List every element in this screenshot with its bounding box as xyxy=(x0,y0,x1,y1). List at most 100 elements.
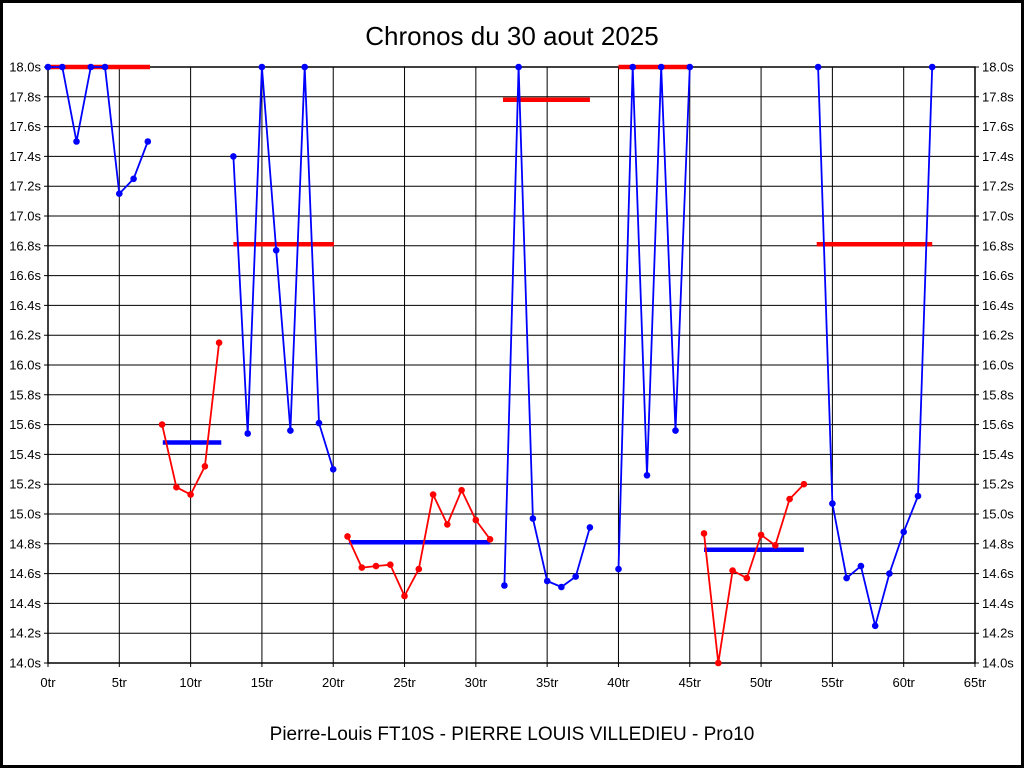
x-tick-label: 30tr xyxy=(465,675,488,690)
stint-3-point xyxy=(329,466,337,473)
stint-2-point xyxy=(173,483,180,491)
stint-6-point xyxy=(657,63,665,71)
stint-8-line xyxy=(817,66,934,627)
stint-7-line xyxy=(703,483,805,664)
y-tick-label-left: 17.6s xyxy=(9,119,41,134)
x-tick-label: 55tr xyxy=(821,675,844,690)
stint-1-point xyxy=(87,63,95,71)
y-tick-label-right: 15.6s xyxy=(982,417,1014,432)
stint-3-point xyxy=(230,153,237,160)
chart-subtitle: Pierre-Louis FT10S - PIERRE LOUIS VILLED… xyxy=(270,724,755,745)
x-tick-label: 40tr xyxy=(607,675,630,690)
stint-7-point xyxy=(757,531,765,539)
stint-1-point xyxy=(116,190,123,197)
x-tick-label: 50tr xyxy=(750,675,773,690)
stint-8-point xyxy=(914,492,922,500)
grid-lines xyxy=(44,66,979,667)
stint-7-point xyxy=(772,542,779,549)
stint-2-point xyxy=(158,421,166,428)
stint-5-point xyxy=(558,583,565,591)
average-lines xyxy=(48,64,933,553)
y-tick-label-left: 15.2s xyxy=(9,477,41,492)
stint-2-point xyxy=(201,463,209,470)
stint-7-point xyxy=(786,495,793,503)
x-tick-label: 65tr xyxy=(964,675,987,690)
y-tick-label-right: 15.8s xyxy=(982,387,1014,402)
stint-3-point xyxy=(301,63,309,71)
x-tick-label: 25tr xyxy=(393,675,416,690)
stint-5-point xyxy=(529,515,537,522)
x-tick-label: 35tr xyxy=(536,675,559,690)
y-tick-label-right: 14.6s xyxy=(982,566,1014,581)
stint-3-point xyxy=(272,247,280,254)
stint-6-line xyxy=(617,66,691,570)
x-tick-label: 0tr xyxy=(40,675,56,690)
x-tick-label: 5tr xyxy=(112,675,128,690)
stint-3-point xyxy=(287,427,294,434)
x-tick-label: 15tr xyxy=(251,675,274,690)
stint-7-point xyxy=(743,574,751,582)
y-tick-label-right: 16.6s xyxy=(982,268,1014,283)
stint-1-point xyxy=(44,63,52,71)
y-tick-label-left: 16.6s xyxy=(9,268,41,283)
y-tick-label-left: 15.6s xyxy=(9,417,41,432)
stint-3-point xyxy=(315,419,323,427)
y-tick-label-right: 15.0s xyxy=(982,507,1014,522)
stint-5-point xyxy=(543,577,551,585)
stint-6-point xyxy=(643,472,651,479)
stint-3-line xyxy=(232,66,335,470)
plot-border xyxy=(47,66,976,664)
stint-5-point xyxy=(515,63,522,71)
y-tick-label-right: 14.0s xyxy=(982,656,1014,671)
y-tick-label-right: 16.0s xyxy=(982,358,1014,373)
y-tick-label-right: 16.8s xyxy=(982,238,1014,253)
y-tick-label-right: 16.2s xyxy=(982,328,1014,343)
y-tick-label-right: 17.6s xyxy=(982,119,1014,134)
y-tick-label-right: 15.2s xyxy=(982,477,1014,492)
series-points xyxy=(44,63,936,667)
stint-4-point xyxy=(358,564,366,571)
y-tick-label-left: 16.4s xyxy=(9,298,41,313)
stint-3-point xyxy=(258,63,266,71)
y-tick-label-left: 14.2s xyxy=(9,626,41,641)
y-tick-label-right: 17.2s xyxy=(982,179,1014,194)
y-tick-label-left: 17.4s xyxy=(9,149,41,164)
stint-8-point xyxy=(928,63,936,71)
y-tick-label-right: 18.0s xyxy=(982,60,1014,75)
stint-1-point xyxy=(101,63,109,71)
x-tick-label: 20tr xyxy=(322,675,345,690)
stint-7-point xyxy=(715,659,722,667)
stint-3-point xyxy=(244,430,251,437)
chart-title: Chronos du 30 aout 2025 xyxy=(365,21,658,51)
stint-1-point xyxy=(144,138,152,145)
stint-4-point xyxy=(444,521,451,528)
stint-5-point xyxy=(572,573,579,580)
stint-8-point xyxy=(857,562,865,570)
stint-8-point xyxy=(886,570,893,577)
stint-4-point xyxy=(429,491,437,498)
stint-6-point xyxy=(615,565,622,573)
y-tick-label-left: 14.4s xyxy=(9,596,41,611)
y-tick-label-right: 14.4s xyxy=(982,596,1014,611)
y-tick-label-right: 14.8s xyxy=(982,536,1014,551)
plot-border-rect xyxy=(47,66,976,664)
y-tick-label-left: 14.8s xyxy=(9,536,41,551)
stint-4-point xyxy=(344,533,351,540)
y-tick-label-left: 17.2s xyxy=(9,179,41,194)
x-tick-label: 60tr xyxy=(892,675,915,690)
y-tick-label-right: 17.4s xyxy=(982,149,1014,164)
stint-6-point xyxy=(686,63,694,71)
y-tick-label-right: 17.0s xyxy=(982,209,1014,224)
y-tick-label-right: 14.2s xyxy=(982,626,1014,641)
x-axis-labels: 0tr 5tr 10tr 15tr 20tr 25tr 30tr 35tr 40tr 45tr 50… xyxy=(40,675,986,690)
y-tick-label-left: 14.0s xyxy=(9,656,41,671)
y-tick-label-left: 16.8s xyxy=(9,238,41,253)
stint-7-point xyxy=(729,567,736,574)
stint-2-point xyxy=(215,339,223,347)
stint-1-line xyxy=(48,66,149,195)
stint-5-point xyxy=(586,524,594,531)
y-tick-label-left: 16.0s xyxy=(9,358,41,373)
y-tick-label-right: 17.8s xyxy=(982,89,1014,104)
x-tick-label: 10tr xyxy=(179,675,202,690)
